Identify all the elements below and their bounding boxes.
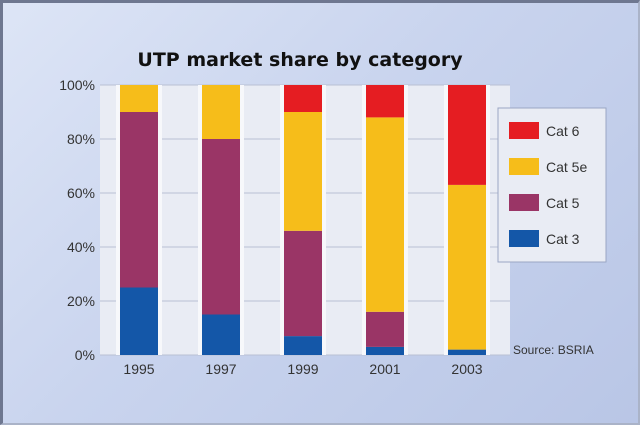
bar-segment-cat-3 [448,349,486,355]
legend-label: Cat 5e [546,159,587,175]
bar-segment-cat-5e [284,112,322,231]
bar-segment-cat-5 [202,139,240,315]
bar-segment-cat-3 [120,287,158,355]
bar-segment-cat-5e [448,184,486,350]
y-tick-label: 40% [67,239,95,255]
legend-label: Cat 6 [546,123,580,139]
y-tick-label: 20% [67,293,95,309]
legend-swatch [509,194,539,211]
bar-segment-cat-5e [120,85,158,112]
y-tick-label: 0% [75,347,95,363]
bar-segment-cat-5 [120,112,158,288]
bars [116,85,490,355]
x-axis-ticks: 1995 1997 1999 2001 2003 [123,361,482,377]
legend-swatch [509,230,539,247]
bar-segment-cat-5e [366,117,404,312]
bar-segment-cat-5 [284,230,322,337]
legend-swatch [509,158,539,175]
chart-title: UTP market share by category [137,49,463,71]
x-tick-label: 1999 [287,361,318,377]
bar-segment-cat-6 [448,85,486,185]
source-note: Source: BSRIA [513,343,594,357]
bar-segment-cat-3 [366,346,404,355]
y-axis-ticks: 0% 20% 40% 60% 80% 100% [59,77,95,363]
x-tick-label: 2001 [369,361,400,377]
x-tick-label: 1997 [205,361,236,377]
bar-segment-cat-5 [366,311,404,347]
legend: Cat 6 Cat 5e Cat 5 Cat 3 [497,107,607,263]
bar-segment-cat-3 [284,336,322,355]
x-tick-label: 2003 [451,361,482,377]
y-tick-label: 100% [59,77,95,93]
bar-segment-cat-6 [366,85,404,118]
legend-label: Cat 3 [546,231,580,247]
bar-segment-cat-3 [202,314,240,355]
y-tick-label: 60% [67,185,95,201]
legend-swatch [509,122,539,139]
bar-segment-cat-6 [284,85,322,112]
legend-label: Cat 5 [546,195,580,211]
y-tick-label: 80% [67,131,95,147]
bar-segment-cat-5e [202,85,240,139]
x-tick-label: 1995 [123,361,154,377]
